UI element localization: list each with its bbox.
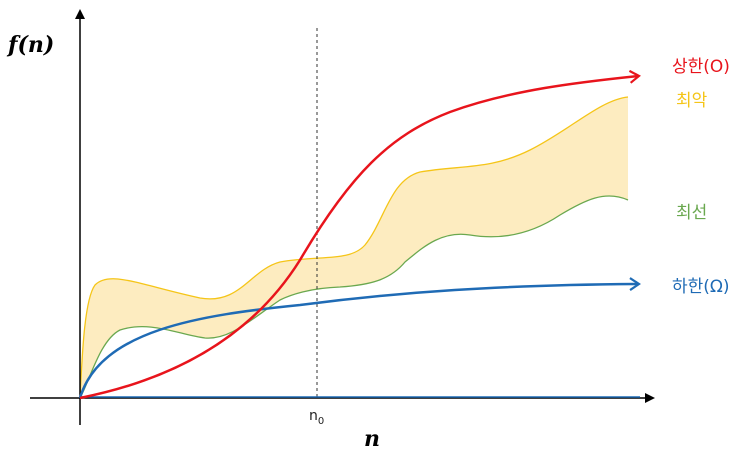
n0-tick-label: n0	[309, 408, 324, 427]
y-axis-title: f(n)	[6, 32, 54, 58]
worst-case-label: 최악	[676, 91, 708, 111]
x-axis-title: n	[364, 426, 380, 452]
upper-bound-curve	[79, 69, 641, 400]
lower-bound-label: 하한(Ω)	[672, 277, 730, 297]
best-case-label: 최선	[676, 203, 707, 223]
lower-bound-curve	[78, 277, 641, 399]
upper-bound-label: 상한(O)	[672, 57, 730, 77]
best-case-curve	[79, 195, 629, 399]
worst-best-band	[80, 97, 628, 398]
worst-case-curve	[79, 96, 629, 399]
